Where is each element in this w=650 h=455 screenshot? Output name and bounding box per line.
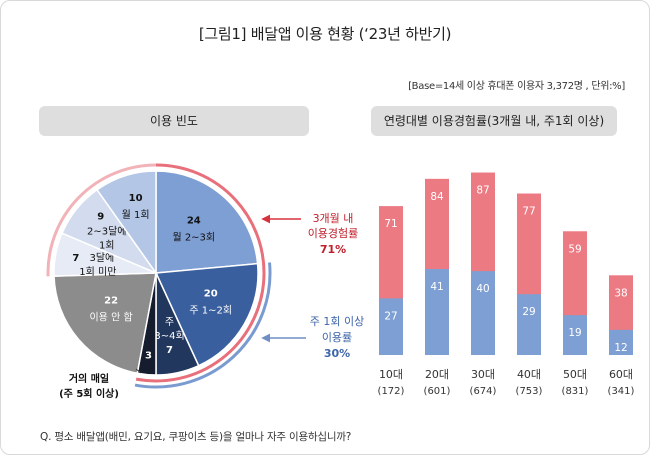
- three-month-arc: [135, 163, 266, 383]
- bar-weekly-2: [471, 271, 495, 355]
- pie-label-이용-안-함: 이용 안 함: [89, 311, 132, 323]
- bar-category-0: 10대: [379, 368, 403, 381]
- bar-weekly-5: [609, 329, 633, 355]
- pie-value-월-2~3회: 24: [187, 216, 201, 227]
- pie-value-이용-안-함: 22: [104, 295, 118, 306]
- bar-weekly-label-3: 29: [522, 306, 535, 318]
- callout-weekly-line1: 주 1회 이상: [310, 315, 364, 328]
- bar-weekly-label-4: 19: [568, 327, 581, 339]
- weekly-usage-arc: [134, 262, 272, 389]
- pie-label-2~3달에-1회-1: 2~3달에: [87, 225, 127, 237]
- pie-slice-월-1회: [96, 170, 157, 276]
- bar-weekly-0: [379, 298, 403, 355]
- pie-label-월-2~3회: 월 2~3회: [172, 232, 215, 244]
- usage-frequency-header: 이용 빈도: [39, 106, 309, 136]
- survey-question: Q. 평소 배달앱(배민, 요기요, 쿠팡이츠 등)을 얼마나 자주 이용하십니…: [40, 431, 352, 443]
- pie-label-3달에-1회-미만-2: 1회 미만: [79, 266, 116, 278]
- bar-category-5: 60대: [609, 368, 633, 381]
- pie-label-주-3~4회-1: 주: [165, 317, 174, 328]
- age-usage-header: 연령대별 이용경험률(3개월 내, 주1회 이상): [371, 106, 617, 136]
- callout-almost-daily-line2: (주 5회 이상): [59, 387, 119, 400]
- bar-weekly-4: [563, 315, 587, 355]
- bar-weekly-3: [517, 294, 541, 355]
- pie-label-주-3~4회-2: 3~4회: [154, 330, 184, 342]
- bar-category-2: 30대: [471, 368, 495, 381]
- figure-title: [그림1] 배달앱 이용 현황 (‘23년 하반기): [198, 25, 452, 43]
- three-month-arc-light: [46, 163, 157, 277]
- pie-value-거의-매일-주-5회-이상: 3: [145, 350, 152, 361]
- base-note: [Base=14세 이상 휴대폰 이용자 3,372명 , 단위:%]: [408, 81, 625, 92]
- bar-category-1: 20대: [425, 368, 449, 381]
- bar-weekly-label-1: 41: [430, 281, 443, 293]
- callout-weekly-value: 30%: [324, 347, 350, 360]
- bar-weekly-label-2: 40: [476, 283, 489, 295]
- pie-label-주-1~2회: 주 1~2회: [189, 305, 232, 317]
- callout-weekly-line2: 이용률: [322, 331, 352, 344]
- bar-sample-size-5: (341): [608, 386, 635, 397]
- bar-weekly-1: [425, 269, 449, 355]
- bar-three-month-label-5: 38: [614, 287, 627, 299]
- bar-three-month-label-4: 59: [568, 243, 581, 255]
- callout-three-month-line1: 3개월 내: [313, 212, 354, 225]
- callout-almost-daily-leader: [135, 368, 142, 374]
- pie-slice-주-1~2회: [154, 262, 259, 367]
- pie-label-월-1회: 월 1회: [122, 209, 150, 221]
- bar-category-3: 40대: [517, 368, 541, 381]
- callout-almost-daily-line1: 거의 매일: [69, 372, 109, 385]
- bar-sample-size-4: (831): [562, 386, 589, 397]
- pie-value-주-1~2회: 20: [204, 289, 218, 300]
- frequency-pie-chart: 24 월 2~3회 20 주 1~2회주 3~4회 7 3 22 이용 안 함 7 3달에 1회 미만…: [53, 170, 259, 376]
- callout-three-month-value: 71%: [320, 243, 346, 256]
- bar-three-month-label-3: 77: [522, 206, 535, 218]
- pie-value-주-3~4회: 7: [166, 345, 173, 356]
- bar-sample-size-1: (601): [424, 386, 451, 397]
- age-usage-bar-chart: 71 27 10대 (172) 84 41 20대 (601) 87 40 30대 (674) 77 29…: [378, 172, 635, 397]
- bar-three-month-label-2: 87: [476, 185, 489, 197]
- pie-value-2~3달에-1회: 9: [97, 211, 104, 222]
- pie-slice-이용-안-함: [53, 272, 157, 375]
- bar-weekly-label-5: 12: [614, 342, 627, 354]
- bar-sample-size-2: (674): [470, 386, 497, 397]
- pie-slice-월-2~3회: [155, 170, 259, 274]
- pie-callout-arcs: [46, 163, 272, 389]
- callout-weekly: 주 1회 이상 이용률 30%: [261, 315, 364, 360]
- pie-label-2~3달에-1회-2: 1회: [99, 239, 115, 251]
- bar-sample-size-0: (172): [378, 386, 405, 397]
- bar-three-month-label-0: 71: [384, 218, 397, 230]
- bar-three-month-label-1: 84: [430, 191, 444, 203]
- callout-almost-daily: 거의 매일 (주 5회 이상): [59, 368, 142, 400]
- callout-three-month: 3개월 내 이용경험률 71%: [261, 212, 359, 256]
- callout-three-month-line2: 이용경험률: [308, 227, 359, 240]
- bar-category-4: 50대: [563, 368, 587, 381]
- pie-value-3달에-1회-미만: 7: [72, 253, 79, 264]
- pie-value-월-1회: 10: [129, 193, 143, 204]
- pie-label-3달에-1회-미만-1: 3달에: [89, 252, 114, 264]
- bar-sample-size-3: (753): [516, 386, 543, 397]
- bar-weekly-label-0: 27: [384, 310, 397, 322]
